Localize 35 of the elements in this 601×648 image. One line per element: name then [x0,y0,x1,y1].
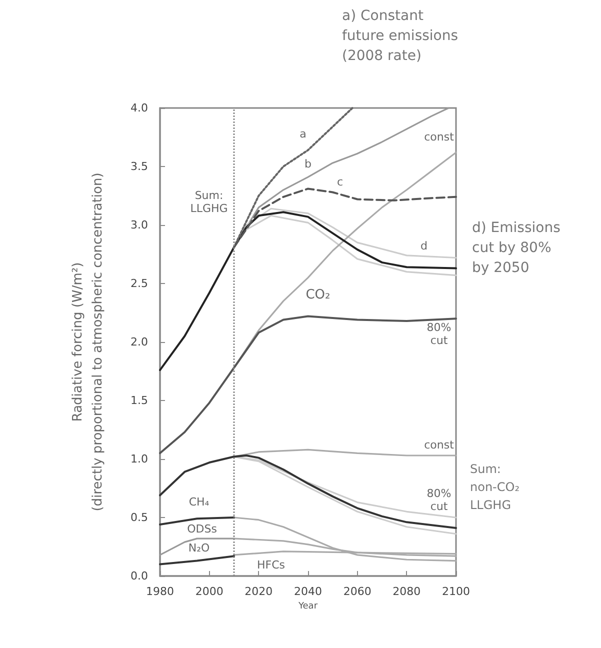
x-tick-label: 2080 [392,585,421,598]
x-tick-label: 2000 [195,585,224,598]
annotation: a [300,128,306,140]
x-tick-label: 2020 [244,585,273,598]
annotation: Sum: LLGHG [190,189,228,215]
annotation: N₂O [188,542,210,554]
x-tick-label: 2060 [343,585,372,598]
annotation: c [336,176,344,188]
text: Sum: non-CO₂ LLGHG [470,462,520,512]
y-tick-label: 0.0 [130,570,148,582]
annotation: d [420,240,428,252]
annotation: ODSs [187,522,218,536]
y-axis-title: Radiative forcing (W/m²) (directly proportional to atmospheric concentration) [70,172,106,512]
x-axis-title: Year [297,602,318,612]
y-tick-label: 2.5 [130,277,148,290]
y-tick-label: 1.0 [130,452,148,466]
x-tick-label: 1980 [146,585,174,598]
y-tick-label: 4.0 [130,102,148,114]
x-tick-label: 2100 [442,585,470,598]
text: d) Emissions cut by 80% by 2050 [472,220,560,276]
annotation: const [424,438,455,452]
text: a) Constant future emissions (2008 rate) [342,8,458,64]
annotation: const [424,130,455,144]
annotation: CH₄ [188,496,210,508]
x-tick-label: 2040 [294,585,322,598]
annotation: 80% cut [426,487,452,513]
y-tick-label: 2.0 [130,336,148,348]
y-tick-label: 1.5 [130,394,148,407]
y-tick-label: 3.5 [130,160,148,173]
annotation: b [304,158,312,170]
y-tick-label: 0.5 [130,511,148,524]
annotation: CO₂ [306,288,330,302]
y-tick-label: 3.0 [130,218,148,232]
annotation: 80% cut [426,321,452,347]
annotation: HFCs [256,558,286,572]
